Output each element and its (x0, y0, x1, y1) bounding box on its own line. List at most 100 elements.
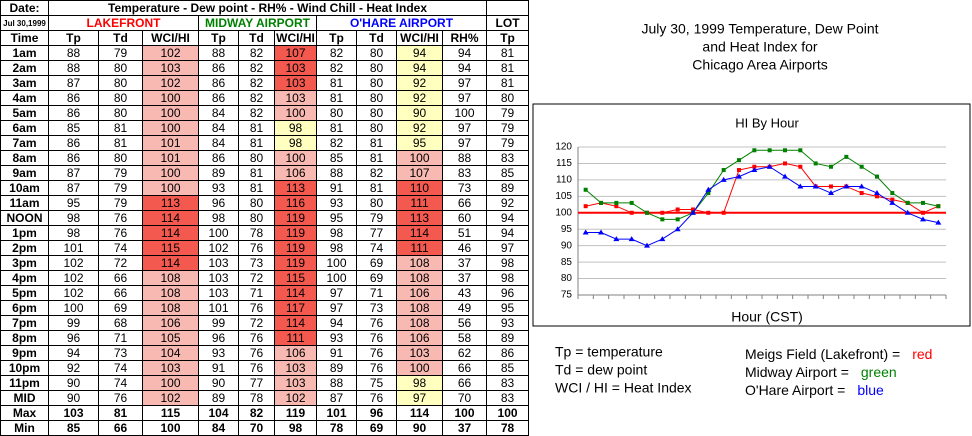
row-label: 5pm (0, 285, 49, 301)
value-cell: 84 (198, 135, 239, 151)
value-cell: 89 (198, 165, 239, 181)
value-cell: 103 (198, 285, 239, 301)
value-cell: 95 (48, 195, 99, 211)
point-marker (721, 168, 726, 173)
station-name: O'HARE AIRPORT (315, 15, 488, 31)
page-title: and Heat Index for (702, 39, 818, 55)
value-cell: 102 (142, 45, 199, 61)
value-cell: 76 (98, 210, 143, 226)
value-cell: 80 (356, 120, 397, 136)
point-marker (675, 207, 680, 212)
value-cell: 91 (316, 180, 357, 196)
value-cell: 108 (142, 270, 199, 286)
value-cell: 85 (48, 420, 99, 436)
weather-table: Date: Temperature - Dew point - RH% - Win… (0, 0, 530, 436)
value-cell: 70 (238, 420, 275, 436)
value-cell: 83 (486, 390, 530, 406)
value-cell: 86 (486, 345, 530, 361)
y-tick-label: 85 (561, 257, 573, 268)
value-cell: 108 (396, 270, 443, 286)
point-marker (752, 148, 757, 153)
value-cell: 90 (198, 375, 239, 391)
value-cell: 95 (486, 300, 530, 316)
value-cell: 104 (198, 405, 239, 421)
column-header: Tp (48, 30, 99, 46)
value-cell: 84 (198, 420, 239, 436)
value-cell: 119 (274, 210, 317, 226)
value-cell: 74 (98, 240, 143, 256)
value-cell: 94 (441, 45, 488, 61)
row-label: 8pm (0, 330, 49, 346)
data-row: 11am 95 79 113 96 80 116 93 80 111 66 92 (0, 195, 530, 211)
station-row: Jul 30,1999 LAKEFRONT MIDWAY AIRPORT O'HARE… (0, 15, 530, 31)
row-label: 2am (0, 60, 49, 76)
data-row: 3pm 102 72 114 103 73 119 100 69 108 37 98 (0, 255, 530, 271)
key-text: WCI / HI = Heat Index (555, 380, 692, 396)
row-label: 9am (0, 165, 49, 181)
value-cell: 103 (274, 360, 317, 376)
value-cell: 102 (198, 240, 239, 256)
point-marker (859, 164, 864, 169)
data-row: 8am 86 80 101 86 80 100 85 81 100 88 83 (0, 150, 530, 166)
value-cell: 97 (441, 75, 488, 91)
value-cell: 111 (396, 240, 443, 256)
data-row: 10am 87 79 100 93 81 113 91 81 110 73 89 (0, 180, 530, 196)
point-marker (782, 173, 788, 179)
value-cell: 81 (98, 120, 143, 136)
y-tick-label: 100 (555, 207, 572, 218)
value-cell: 71 (98, 330, 143, 346)
value-cell: 98 (274, 420, 317, 436)
value-cell: 86 (198, 60, 239, 76)
value-cell: 74 (98, 360, 143, 376)
value-cell: 80 (486, 90, 530, 106)
value-cell: 83 (441, 165, 488, 181)
value-cell: 68 (98, 315, 143, 331)
data-row: 7pm 99 68 106 99 72 114 94 76 108 56 93 (0, 315, 530, 331)
value-cell: 98 (486, 270, 530, 286)
y-tick-label: 75 (561, 290, 573, 301)
row-label: NOON (0, 210, 49, 226)
value-cell: 87 (316, 390, 357, 406)
data-row: 10pm 92 74 103 91 76 103 89 76 100 66 85 (0, 360, 530, 376)
value-cell: 91 (316, 345, 357, 361)
value-cell: 80 (238, 210, 275, 226)
value-cell: 82 (238, 60, 275, 76)
point-marker (797, 183, 804, 189)
value-cell: 73 (356, 300, 397, 316)
value-cell: 81 (486, 60, 530, 76)
header-row: Date: Temperature - Dew point - RH% - Win… (0, 0, 530, 16)
table-heading: Temperature - Dew point - RH% - Wind Chi… (47, 0, 488, 16)
value-cell: 96 (486, 285, 530, 301)
y-tick-label: 80 (561, 273, 573, 284)
value-cell: 74 (356, 240, 397, 256)
value-cell: 97 (316, 300, 357, 316)
y-tick-label: 95 (561, 224, 573, 235)
value-cell: 80 (356, 105, 397, 121)
value-cell: 98 (274, 135, 317, 151)
row-label: 4am (0, 90, 49, 106)
value-cell: 115 (142, 405, 199, 421)
value-cell: 100 (198, 225, 239, 241)
y-tick-label: 110 (556, 175, 572, 186)
point-marker (875, 174, 879, 179)
value-cell: 103 (274, 75, 317, 91)
value-cell: 81 (238, 180, 275, 196)
page-title: Chicago Area Airports (692, 57, 827, 73)
row-label: 2pm (0, 240, 49, 256)
data-row: 5pm 102 66 108 103 71 114 97 71 106 43 96 (0, 285, 530, 301)
legend-entry: Meigs Field (Lakefront) = red (745, 346, 932, 362)
point-marker (920, 216, 926, 222)
row-label: 7pm (0, 315, 49, 331)
value-cell: 81 (98, 135, 143, 151)
value-cell: 78 (486, 420, 530, 436)
data-row: 6am 85 81 100 84 81 98 81 80 92 97 79 (0, 120, 530, 136)
column-header: Td (98, 30, 143, 46)
value-cell: 107 (396, 165, 443, 181)
value-cell: 108 (396, 255, 443, 271)
value-cell: 101 (48, 240, 99, 256)
point-marker (936, 204, 941, 209)
value-cell: 93 (316, 330, 357, 346)
data-row: Max 103 81 115 104 82 119 101 96 114 100 100 (0, 405, 530, 421)
value-cell: 98 (274, 120, 317, 136)
chart-title: HI By Hour (735, 115, 799, 130)
